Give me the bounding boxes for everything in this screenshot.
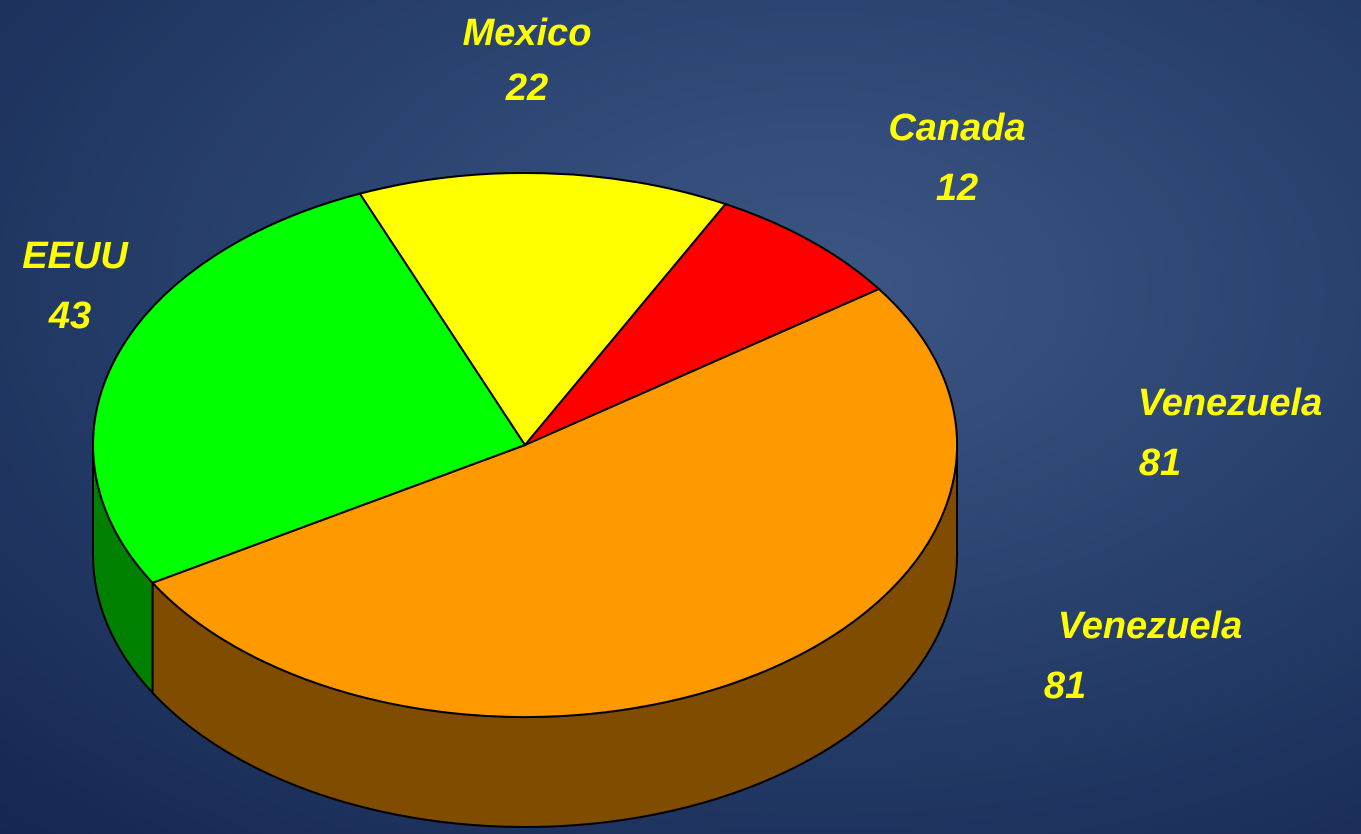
annotation-label: Venezuela bbox=[1058, 605, 1242, 647]
slice-label: EEUU bbox=[22, 235, 129, 277]
slice-value: 81 bbox=[1139, 442, 1181, 484]
slice-value: 22 bbox=[505, 67, 548, 109]
pie-slice bbox=[524, 202, 881, 446]
slice-label: Canada bbox=[888, 107, 1025, 149]
slice-label: Venezuela bbox=[1138, 382, 1322, 424]
annotation-value: 81 bbox=[1044, 665, 1086, 707]
slice-value: 12 bbox=[936, 167, 978, 209]
slice-value: 43 bbox=[48, 295, 91, 337]
pie-slice bbox=[358, 172, 728, 447]
pie-slice bbox=[92, 192, 527, 584]
slice-label: Mexico bbox=[463, 12, 592, 54]
pie-slice bbox=[150, 287, 958, 718]
